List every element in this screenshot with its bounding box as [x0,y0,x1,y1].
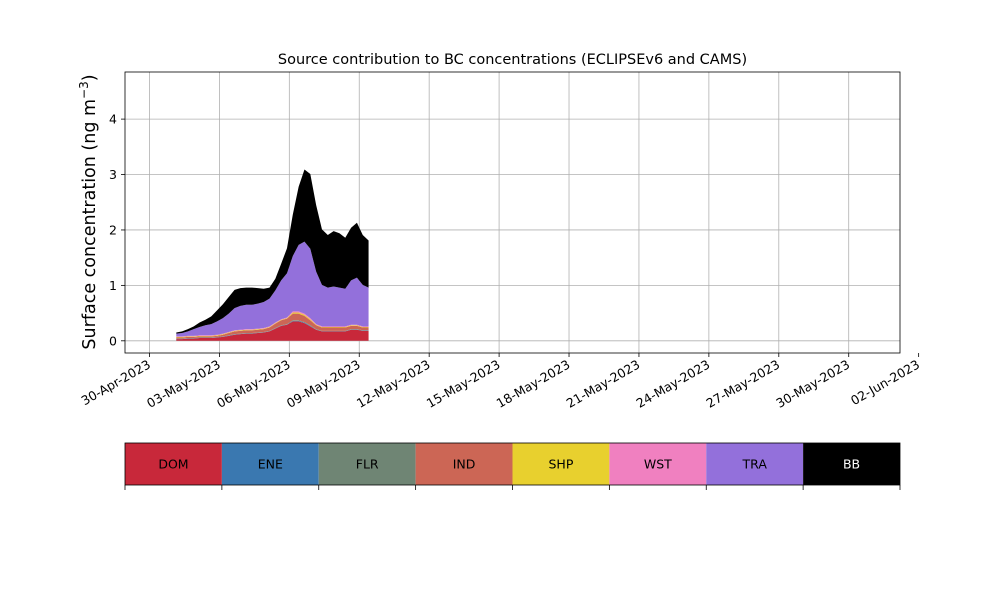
legend-swatch-ene [221,443,319,485]
legend-label-shp: SHP [549,457,574,472]
legend-swatch-shp [512,443,610,485]
y-axis-label-prefix: Surface concentration (ng m [80,99,100,350]
x-tick-label: 27-May-2023 [703,357,782,411]
legend-swatch-ind [415,443,513,485]
x-tick-label: 02-Jun-2023 [848,357,922,408]
x-tick-label: 30-Apr-2023 [79,357,153,409]
y-tick-label: 0 [109,333,117,348]
legend-swatch-flr [318,443,416,485]
x-tick-label: 15-May-2023 [424,357,503,411]
area-ind [176,313,369,339]
legend-swatch-bb [803,443,900,485]
legend-swatch-dom [125,443,222,485]
legend-label-ene: ENE [258,457,283,472]
x-tick-label: 18-May-2023 [494,357,573,411]
legend-swatch-wst [609,443,707,485]
x-tick-label: 03-May-2023 [144,357,223,411]
y-axis-label-exponent: −3 [77,81,91,99]
legend-label-dom: DOM [158,457,188,472]
chart-title: Source contribution to BC concentrations… [278,52,747,68]
area-dom [176,321,369,341]
y-tick-label: 3 [109,167,117,182]
area-shp [176,312,369,338]
axis-ticks: 30-Apr-202303-May-202306-May-202309-May-… [79,112,923,411]
x-tick-label: 09-May-2023 [284,357,363,411]
area-flr [176,320,369,339]
x-tick-label: 06-May-2023 [214,357,293,411]
area-tra [176,241,369,337]
legend-label-wst: WST [644,457,672,472]
legend-label-tra: TRA [742,457,768,472]
x-tick-label: 30-May-2023 [773,357,852,411]
y-tick-label: 1 [109,278,117,293]
legend-label-flr: FLR [356,457,379,472]
x-tick-label: 12-May-2023 [354,357,433,411]
y-axis-label-suffix: ) [80,74,100,81]
legend-label-bb: BB [843,457,860,472]
x-tick-label: 24-May-2023 [634,357,713,411]
legend-colorbar: DOM ENE FLR IND SHP WST TRA BB [124,442,901,490]
y-axis-label: Surface concentration (ng m−3) [77,74,100,349]
legend-label-ind: IND [453,457,476,472]
y-tick-label: 4 [109,112,117,127]
legend-swatch-tra [706,443,804,485]
area-series [176,169,369,341]
area-bb [176,169,369,334]
x-tick-label: 21-May-2023 [564,357,643,411]
y-tick-label: 2 [109,222,117,237]
plot-frame [124,71,901,354]
